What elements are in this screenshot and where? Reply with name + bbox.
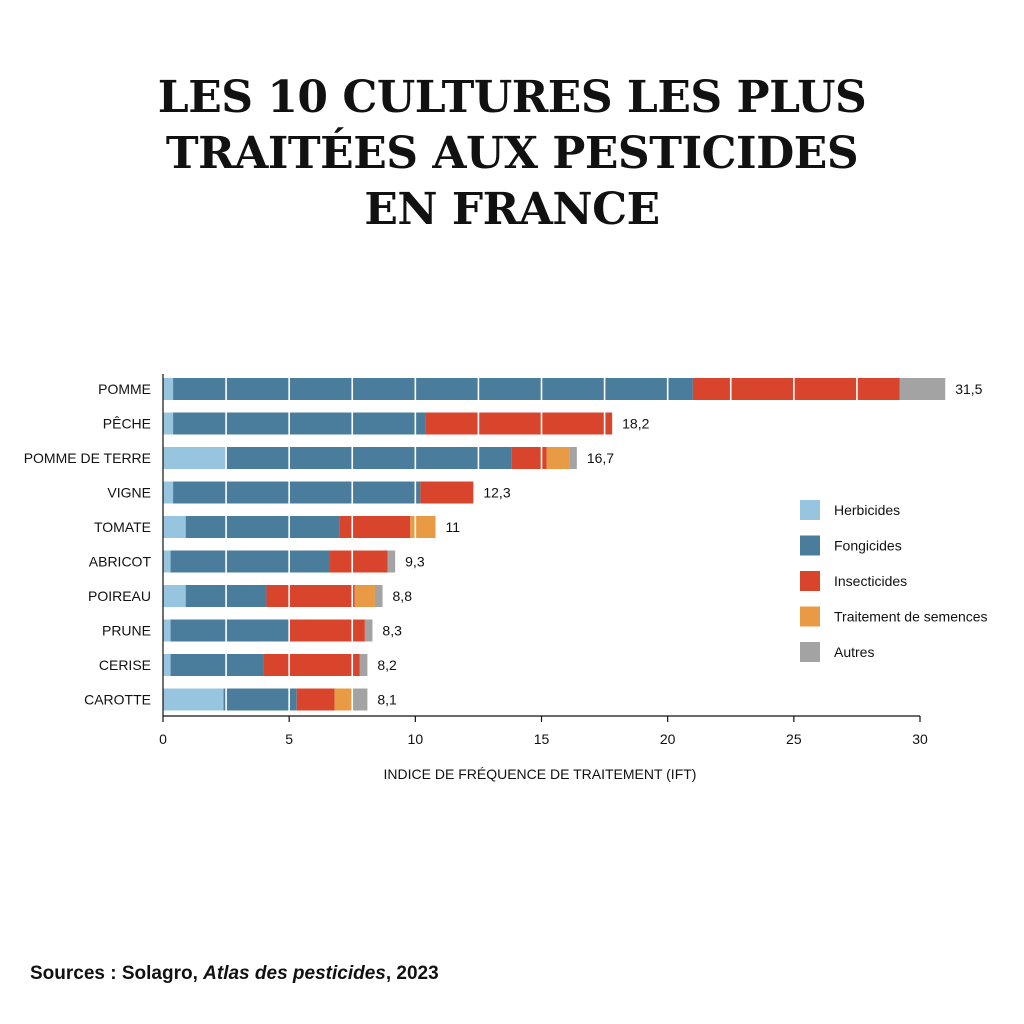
- bar-segment-pomme-autres: [899, 378, 946, 400]
- total-labels: 31,5 18,2 16,7 12,3 11 9,3 8,8 8,3 8,2 8,1: [377, 381, 982, 708]
- total-label-cerise: 8,2: [377, 657, 397, 673]
- bar-segment-cerise-insecticides: [263, 654, 360, 676]
- category-label-carotte: CAROTTE: [84, 692, 151, 708]
- title-line-3: EN FRANCE: [364, 184, 660, 235]
- bar-segment-abricot-herbicides: [163, 550, 171, 573]
- bar-segment-prune-insecticides: [289, 619, 365, 642]
- bar-segment-poireau-insecticides: [266, 585, 355, 607]
- bar-segment-poireau-autres: [374, 585, 383, 607]
- bar-segment-carotte-traitement-de-semences: [334, 688, 353, 711]
- category-label-abricot: ABRICOT: [89, 554, 152, 570]
- total-label-poireau: 8,8: [393, 588, 413, 604]
- total-label-pomme-de-terre: 16,7: [587, 450, 614, 466]
- total-label-vigne: 12,3: [483, 485, 510, 501]
- bar-segment-vigne-fongicides: [173, 481, 421, 504]
- legend-swatch-herbicides: [800, 500, 820, 520]
- bar-segment-cerise-herbicides: [163, 654, 171, 676]
- bar-segment-poireau-traitement-de-semences: [354, 585, 375, 607]
- x-axis-label: INDICE DE FRÉQUENCE DE TRAITEMENT (IFT): [384, 766, 697, 782]
- legend-label-herbicides: Herbicides: [834, 502, 900, 518]
- bar-segment-carotte-fongicides: [223, 688, 297, 711]
- bar-segment-pomme-herbicides: [163, 378, 174, 400]
- bar-segment-peche-herbicides: [163, 412, 174, 435]
- bar-segment-vigne-insecticides: [420, 481, 474, 504]
- category-label-vigne: VIGNE: [107, 485, 151, 501]
- bar-segment-carotte-autres: [352, 688, 368, 711]
- bar-segment-pomme-de-terre-traitement-de-semences: [546, 447, 570, 469]
- x-tick-label-20: 20: [660, 731, 676, 747]
- bar-segment-pomme-fongicides: [173, 378, 693, 400]
- bar-segment-tomate-traitement-de-semences: [410, 516, 436, 538]
- bar-segment-cerise-fongicides: [170, 654, 264, 676]
- bar-segment-pomme-de-terre-fongicides: [226, 447, 512, 469]
- total-label-pomme: 31,5: [955, 381, 982, 397]
- legend-label-fongicides: Fongicides: [834, 538, 902, 554]
- category-label-peche: PÊCHE: [103, 416, 151, 432]
- x-tick-label-15: 15: [534, 731, 550, 747]
- source-note: Sources : Solagro, Atlas des pesticides,…: [30, 963, 439, 985]
- legend-label-traitement-de-semences: Traitement de semences: [834, 609, 988, 625]
- bar-segment-tomate-fongicides: [185, 516, 340, 538]
- bar-segment-carotte-herbicides: [163, 688, 224, 711]
- total-label-tomate: 11: [446, 519, 461, 535]
- x-axis: 0 5 10 15 20 25 30: [159, 374, 928, 747]
- source-work: Atlas des pesticides: [203, 963, 386, 984]
- bar-segment-pomme-de-terre-herbicides: [163, 447, 227, 469]
- x-tick-label-5: 5: [285, 731, 293, 747]
- total-label-peche: 18,2: [622, 416, 649, 432]
- bar-segment-abricot-insecticides: [329, 550, 388, 573]
- legend-swatch-fongicides: [800, 535, 820, 556]
- bar-segment-tomate-insecticides: [339, 516, 411, 538]
- x-tick-label-0: 0: [159, 731, 167, 747]
- title-line-1: LES 10 CULTURES LES PLUS: [157, 72, 867, 123]
- category-label-tomate: TOMATE: [94, 519, 151, 535]
- bar-segment-prune-autres: [364, 619, 373, 642]
- source-prefix: Sources : Solagro,: [30, 963, 204, 984]
- legend: Herbicides Fongicides Insecticides Traiteme…: [800, 500, 988, 662]
- legend-swatch-traitement-de-semences: [800, 606, 820, 627]
- bar-segment-peche-insecticides: [425, 412, 613, 435]
- source-suffix: , 2023: [385, 963, 439, 984]
- bar-segment-abricot-fongicides: [170, 550, 330, 573]
- bar-segment-pomme-de-terre-autres: [569, 447, 577, 469]
- category-label-pomme: POMME: [98, 381, 151, 397]
- legend-swatch-autres: [800, 642, 820, 662]
- total-label-prune: 8,3: [382, 623, 402, 639]
- x-tick-label-25: 25: [786, 731, 802, 747]
- bar-segment-pomme-de-terre-insecticides: [511, 447, 547, 469]
- bar-segment-carotte-insecticides: [296, 688, 335, 711]
- category-labels: POMME PÊCHE POMME DE TERRE VIGNE TOMATE ABRIC…: [24, 381, 152, 708]
- category-label-cerise: CERISE: [99, 657, 151, 673]
- bar-segment-prune-fongicides: [170, 619, 290, 642]
- bar-segment-cerise-autres: [359, 654, 368, 676]
- category-label-pomme-de-terre: POMME DE TERRE: [24, 450, 151, 466]
- total-label-abricot: 9,3: [405, 554, 425, 570]
- legend-swatch-insecticides: [800, 571, 820, 591]
- legend-label-autres: Autres: [834, 644, 874, 660]
- bar-segment-pomme-insecticides: [692, 378, 900, 400]
- bar-segment-poireau-herbicides: [163, 585, 186, 607]
- chart-title: LES 10 CULTURES LES PLUS TRAITÉES AUX PE…: [0, 70, 1024, 238]
- x-tick-label-30: 30: [912, 731, 928, 747]
- title-line-2: TRAITÉES AUX PESTICIDES: [165, 128, 859, 179]
- category-label-poireau: POIREAU: [88, 588, 151, 604]
- x-tick-label-10: 10: [408, 731, 424, 747]
- bar-segment-abricot-autres: [387, 550, 396, 573]
- legend-label-insecticides: Insecticides: [834, 573, 907, 589]
- bar-segment-vigne-herbicides: [163, 481, 174, 504]
- bar-segment-peche-fongicides: [173, 412, 426, 435]
- bar-segment-prune-herbicides: [163, 619, 171, 642]
- category-label-prune: PRUNE: [102, 623, 151, 639]
- bars-layer: [163, 378, 946, 711]
- gridlines-layer: [225, 376, 858, 713]
- bar-segment-tomate-herbicides: [163, 516, 186, 538]
- total-label-carotte: 8,1: [377, 692, 397, 708]
